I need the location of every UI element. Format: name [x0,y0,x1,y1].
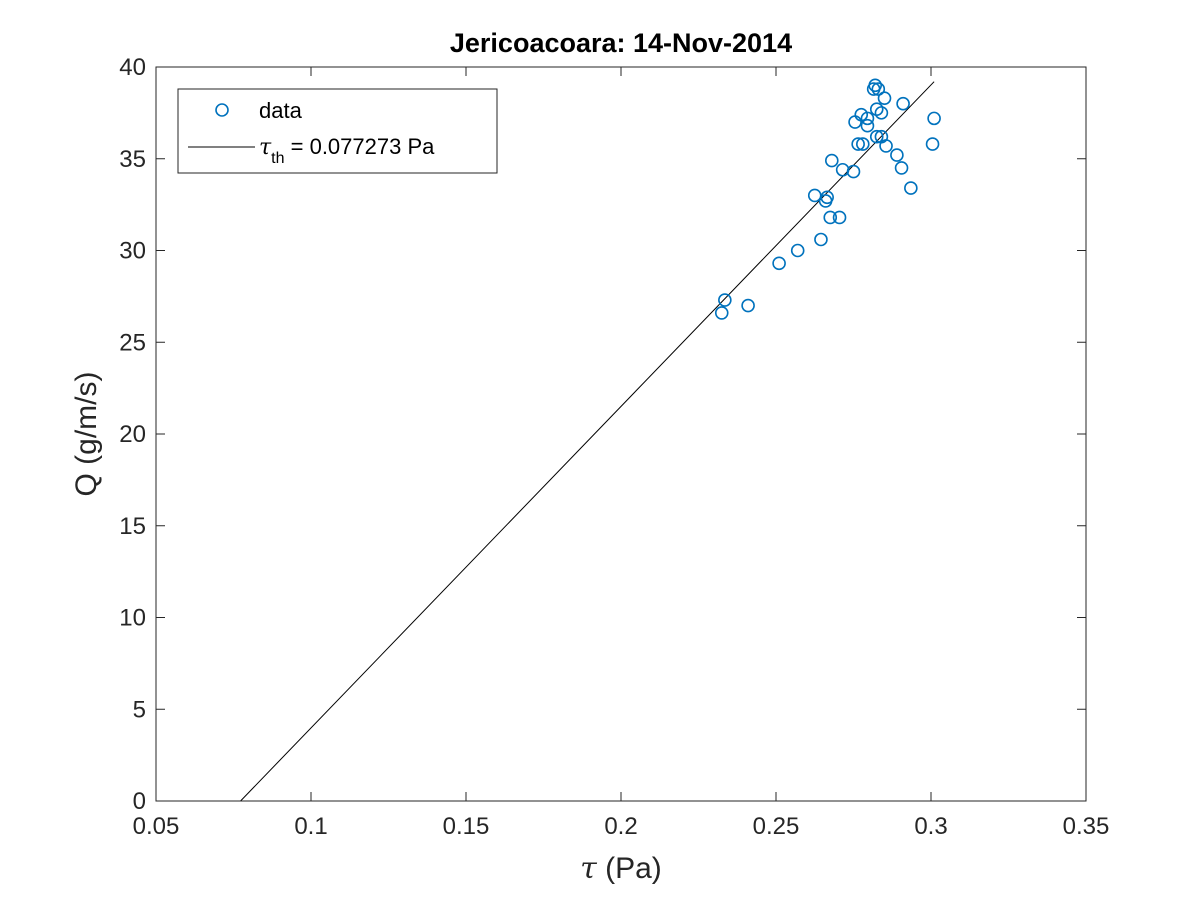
legend-fit-value: = 0.077273 Pa [285,134,436,159]
y-axis-ticks: 0 5 10 15 20 25 30 35 40 [119,54,1086,815]
data-point [877,91,892,105]
x-tick-label: 0.05 [133,813,180,840]
y-tick-label: 10 [119,605,146,632]
legend-fit-symbol: τ [259,135,272,160]
x-tick-label: 0.25 [753,813,800,840]
data-point [846,164,861,179]
data-point [869,129,884,144]
legend-data-label: data [259,98,303,123]
data-point [824,153,839,168]
y-tick-label: 5 [133,696,146,723]
data-point [869,102,884,117]
threshold-fit-line [240,81,935,802]
data-point [871,82,886,96]
data-point [855,137,870,151]
data-point [741,298,755,313]
data-point [790,243,805,258]
y-tick-label: 15 [119,513,146,540]
y-axis-label: Q (g/m/s) [70,372,103,497]
x-tick-label: 0.1 [294,813,327,840]
y-tick-label: 0 [133,788,146,815]
data-point [868,78,883,93]
y-tick-label: 30 [119,238,146,265]
x-tick-label: 0.3 [914,813,947,840]
data-point [860,111,875,126]
x-axis-label: τ (Pa) [580,851,662,886]
legend: data τth = 0.077273 Pa [177,88,498,174]
legend-data-marker [215,103,229,117]
plot-area [156,67,1086,801]
legend-fit-label: τth = 0.077273 Pa [259,134,435,167]
x-axis-label-unit: (Pa) [605,852,662,885]
data-point [832,210,847,225]
x-tick-label: 0.15 [443,813,490,840]
chart-title: Jericoacoara: 14-Nov-2014 [450,28,792,58]
y-tick-label: 35 [119,146,146,173]
data-point [904,181,918,195]
data-point [860,118,875,133]
data-point [927,111,941,126]
data-points-layer [714,78,941,320]
fit-line-layer [240,81,935,802]
data-point [714,306,729,320]
data-point [894,161,909,175]
data-point [925,137,940,151]
axes-box [155,66,1087,802]
data-point [890,148,904,162]
legend-box [177,88,498,174]
data-point [772,256,786,271]
data-point [814,232,828,247]
data-point [823,210,838,225]
x-axis-label-symbol: τ [580,851,597,886]
data-point [820,190,834,205]
y-tick-label: 20 [119,421,146,448]
data-point [874,106,889,120]
x-tick-label: 0.2 [604,813,637,840]
data-point [835,162,850,177]
y-tick-label: 40 [119,54,146,81]
data-point [896,96,910,111]
x-tick-label: 0.35 [1063,813,1110,840]
data-point [851,137,865,151]
data-point [718,293,732,307]
x-axis-ticks: 0.05 0.1 0.15 0.2 0.25 0.3 0.35 [133,67,1110,840]
legend-fit-subscript: th [271,150,284,167]
y-tick-label: 25 [119,329,146,356]
data-point [879,139,893,153]
